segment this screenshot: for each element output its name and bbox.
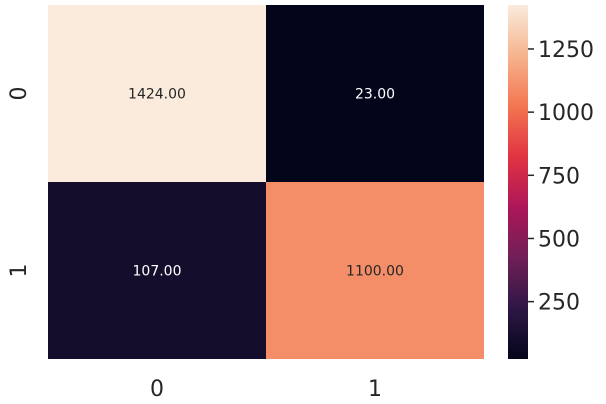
cell-value-label: 1100.00 [346, 264, 404, 280]
colorbar-tick-label: 750 [538, 164, 580, 189]
x-tick-label: 1 [368, 377, 382, 400]
heatmap-cell-r1-c0 [48, 182, 266, 359]
colorbar-tick-label: 250 [538, 291, 580, 316]
cell-value-label: 107.00 [133, 264, 182, 280]
y-tick-label: 1 [7, 264, 32, 278]
colorbar-tick-label: 1250 [538, 38, 594, 63]
colorbar-tick-label: 1000 [538, 101, 594, 126]
heatmap-cells: 1424.00 23.00 107.00 1100.00 [48, 5, 484, 359]
colorbar-tick-label: 500 [538, 227, 580, 252]
cell-value-label: 23.00 [355, 87, 395, 103]
y-tick-label: 0 [7, 87, 32, 101]
heatmap-cell-r0-c1 [266, 5, 484, 182]
cell-value-label: 1424.00 [128, 87, 186, 103]
colorbar [508, 5, 528, 359]
heatmap-cell-r0-c0 [48, 5, 266, 182]
x-tick-label: 0 [150, 377, 164, 400]
heatmap-cell-r1-c1 [266, 182, 484, 359]
